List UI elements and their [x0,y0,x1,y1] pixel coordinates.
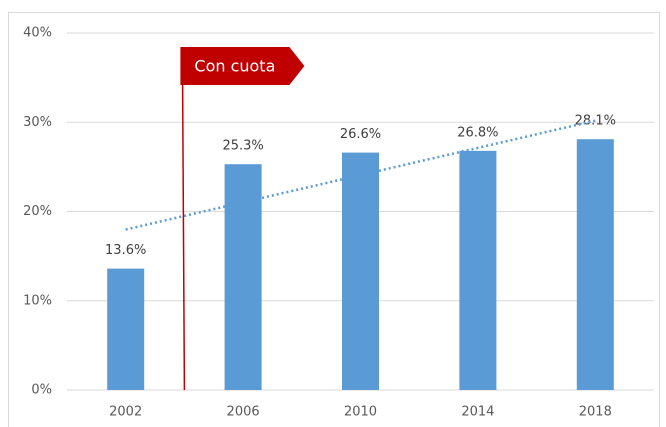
x-tick-label: 2010 [344,405,377,420]
bar [459,150,497,390]
y-tick-label: 0% [31,383,52,398]
y-tick-label: 10% [23,293,52,308]
bar [342,152,379,390]
x-tick-label: 2006 [227,405,260,420]
bar [576,139,614,390]
trendline [125,119,596,231]
data-label: 13.6% [105,243,146,258]
bar [224,164,262,390]
data-label: 26.8% [457,125,498,140]
x-tick-label: 2014 [461,405,494,420]
y-tick-label: 40% [23,26,52,41]
data-label: 25.3% [222,139,263,154]
annotation-pole [181,46,186,391]
annotation-text: Con cuota [194,57,275,76]
x-tick-label: 2002 [109,405,142,420]
bar [107,268,145,390]
x-tick-label: 2018 [579,405,612,420]
chart-border [8,12,660,427]
y-tick-label: 20% [23,204,52,219]
y-tick-label: 30% [23,115,52,130]
data-label: 26.6% [340,127,381,142]
annotation-flag [180,47,305,85]
